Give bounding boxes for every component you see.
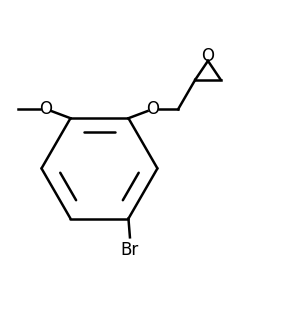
Text: Br: Br [121,241,139,259]
Text: O: O [202,48,214,65]
Text: O: O [146,100,159,118]
Text: O: O [40,100,52,118]
